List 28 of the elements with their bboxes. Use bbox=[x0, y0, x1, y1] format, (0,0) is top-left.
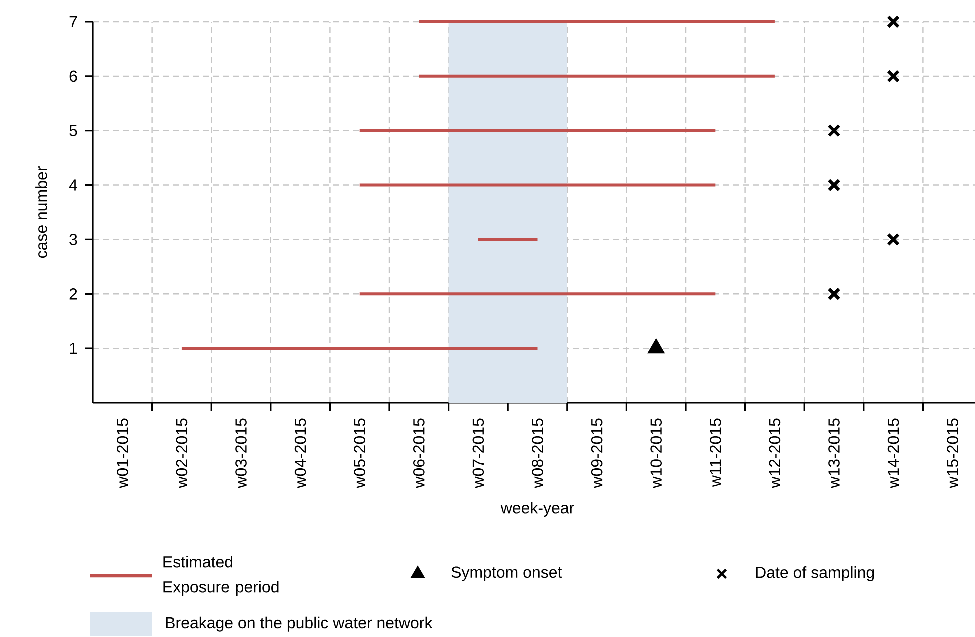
x-tick-label: w11-2015 bbox=[710, 418, 722, 488]
y-tick-label: 3 bbox=[70, 234, 78, 246]
x-tick-label: w07-2015 bbox=[472, 418, 484, 488]
x-tick-label: w01-2015 bbox=[117, 418, 128, 488]
y-tick-label: 4 bbox=[69, 180, 78, 191]
x-tick-label: w12-2015 bbox=[769, 418, 781, 488]
x-tick-label: w02-2015 bbox=[176, 418, 188, 488]
legend-label: Symptom onset bbox=[452, 566, 562, 582]
y-tick-label: 1 bbox=[70, 343, 78, 354]
x-tick-label: w06-2015 bbox=[413, 418, 425, 488]
x-tick-label: w13-2015 bbox=[828, 418, 840, 488]
x-tick-label: w08-2015 bbox=[532, 418, 544, 488]
y-tick-label: 6 bbox=[70, 70, 78, 82]
x-tick-label: w03-2015 bbox=[236, 418, 247, 488]
x-tick-label: w05-2015 bbox=[354, 418, 366, 488]
x-tick-label: w15-2015 bbox=[947, 418, 959, 488]
y-tick-label: 7 bbox=[70, 16, 78, 28]
legend-label: Date of sampling bbox=[756, 566, 874, 582]
legend-label: Estimated Exposure period bbox=[164, 556, 279, 596]
y-axis-title: case number bbox=[36, 166, 48, 258]
x-tick-label: w14-2015 bbox=[888, 418, 900, 488]
x-axis-title: week-year bbox=[500, 502, 574, 517]
x-tick-label: w04-2015 bbox=[294, 418, 306, 488]
legend-label: Breakage on the public water network bbox=[166, 616, 433, 632]
y-tick-label: 2 bbox=[70, 288, 78, 300]
x-tick-label: w09-2015 bbox=[591, 418, 603, 488]
y-tick-label: 5 bbox=[70, 125, 78, 136]
x-tick-label: w10-2015 bbox=[650, 418, 662, 488]
